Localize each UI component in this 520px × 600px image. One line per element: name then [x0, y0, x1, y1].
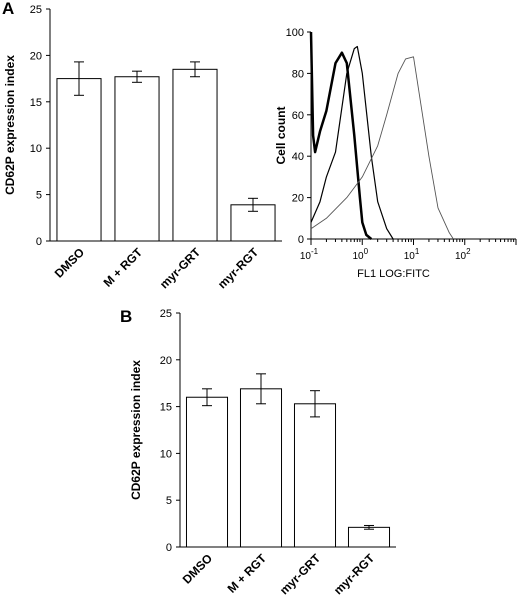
hist-series-2-line — [310, 45, 394, 240]
chart-a-y-tick-label: 15 — [30, 97, 42, 109]
chart-a-category-label: DMSO — [52, 245, 87, 280]
chart-a-y-tick-label: 10 — [30, 143, 42, 155]
chart-a-y-tick-label: 20 — [30, 50, 42, 62]
chart-b-y-tick-label: 10 — [160, 448, 172, 460]
chart-b-category-label: myr-RGT — [331, 551, 378, 598]
chart-b-y-tick-label: 0 — [166, 542, 172, 554]
hist-x-tick-label: 100 — [352, 247, 368, 262]
hist-y-tick-label: 60 — [292, 110, 304, 122]
chart-b-bar — [185, 396, 229, 548]
chart-a-category-label: myr-RGT — [215, 245, 262, 292]
hist-series-1-line — [309, 31, 373, 240]
panel-a-label: A — [2, 0, 14, 18]
chart-b-category-label: DMSO — [180, 551, 215, 586]
flow-histogram: 0 20 40 60 80 100 10-1 100 101 102 Cell count FL1 L… — [274, 27, 517, 280]
hist-y-axis-title: Cell count — [274, 106, 288, 164]
chart-b-y-tick-label: 5 — [166, 495, 172, 507]
hist-y-tick-label: 100 — [286, 27, 304, 39]
chart-a-y-tick-label: 0 — [36, 236, 42, 248]
chart-a-bar — [56, 78, 102, 242]
chart-a-y-axis-title: CD62P expression index — [3, 55, 17, 195]
bar-chart-a: 0 5 10 15 20 25 CD62P expression index DMSO M + … — [3, 4, 282, 291]
hist-x-axis-title: FL1 LOG:FITC — [357, 268, 430, 280]
panel-b-label: B — [120, 307, 132, 326]
chart-b-y-tick-label: 20 — [160, 355, 172, 367]
hist-x-tick-label: 102 — [455, 247, 471, 262]
chart-b-category-label: M + RGT — [225, 551, 270, 596]
chart-a-category-label: M + RGT — [101, 245, 146, 290]
hist-x-tick-label: 101 — [404, 247, 420, 262]
hist-y-tick-label: 40 — [292, 151, 304, 163]
chart-a-category-label: myr-GRT — [157, 245, 204, 292]
bar-chart-b: 0 5 10 15 20 25 CD62P expression index DMSO M + … — [129, 308, 396, 597]
chart-a-y-tick-label: 25 — [30, 4, 42, 16]
hist-y-tick-label: 20 — [292, 193, 304, 205]
chart-a-bar — [114, 76, 160, 242]
chart-a-bar — [172, 68, 218, 242]
hist-y-tick-label: 80 — [292, 68, 304, 80]
chart-b-y-tick-label: 15 — [160, 402, 172, 414]
chart-b-y-axis-title: CD62P expression index — [129, 360, 143, 500]
chart-b-bar — [239, 388, 283, 548]
chart-b-category-label: myr-GRT — [277, 551, 324, 598]
chart-b-y-tick-label: 25 — [160, 308, 172, 320]
hist-series-3-line — [310, 56, 454, 240]
hist-x-tick-label: 10-1 — [300, 247, 319, 262]
chart-b-bar — [293, 403, 337, 548]
chart-b-bar — [347, 526, 391, 548]
chart-a-y-tick-label: 5 — [36, 190, 42, 202]
hist-y-tick-label: 0 — [298, 234, 304, 246]
